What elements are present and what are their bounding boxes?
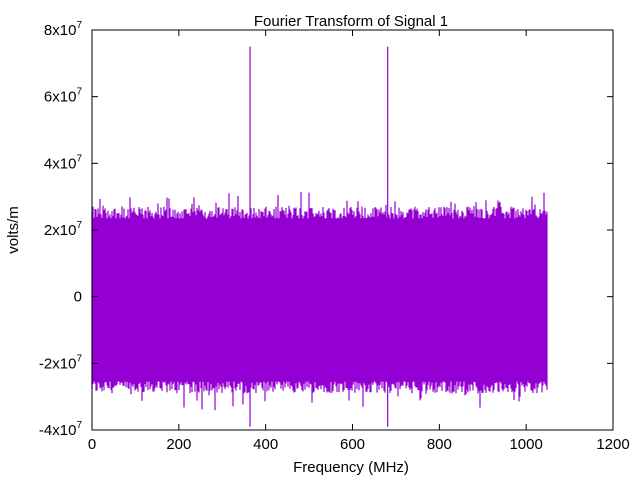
series-band-core (92, 218, 548, 382)
chart-title: Fourier Transform of Signal 1 (254, 13, 448, 30)
ticks-group: 0 200 400 600 800 1000 1200-4x107-2x10702x1074… (39, 20, 630, 453)
x-tick-label: 1200 (596, 436, 629, 453)
y-tick-exponent: 7 (76, 20, 82, 31)
y-tick-exponent: 7 (76, 353, 82, 364)
y-tick-mantissa: 6x10 (44, 89, 77, 106)
y-tick-exponent: 7 (76, 153, 82, 164)
y-tick-exponent: 7 (76, 87, 82, 98)
y-tick-label: 6x107 (44, 87, 83, 106)
y-tick-label: 0 (74, 289, 82, 306)
y-tick-label: 2x107 (44, 220, 83, 239)
y-tick-mantissa: 2x10 (44, 222, 77, 239)
y-tick-mantissa: -4x10 (39, 422, 77, 439)
x-tick-label: 0 (88, 436, 96, 453)
y-tick-exponent: 7 (76, 420, 82, 431)
x-tick-label: 800 (427, 436, 452, 453)
y-tick-mantissa: 0 (74, 289, 82, 306)
x-tick-label: 1000 (509, 436, 542, 453)
x-tick-label: 600 (340, 436, 365, 453)
y-tick-mantissa: 4x10 (44, 155, 77, 172)
y-tick-label: 8x107 (44, 20, 83, 39)
y-tick-label: 4x107 (44, 153, 83, 172)
y-tick-mantissa: 8x10 (44, 22, 77, 39)
y-tick-mantissa: -2x10 (39, 355, 77, 372)
y-tick-label: -2x107 (39, 353, 83, 372)
y-tick-label: -4x107 (39, 420, 83, 439)
y-tick-exponent: 7 (76, 220, 82, 231)
y-axis-label: volts/m (5, 206, 22, 254)
x-tick-label: 200 (166, 436, 191, 453)
series-group (91, 46, 548, 427)
x-axis-label: Frequency (MHz) (293, 459, 409, 476)
x-tick-label: 400 (253, 436, 278, 453)
